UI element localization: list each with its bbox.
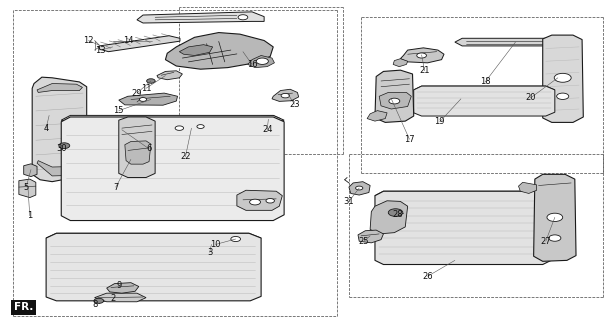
Polygon shape <box>272 89 299 101</box>
Polygon shape <box>37 161 83 176</box>
Text: 23: 23 <box>289 100 300 109</box>
Text: 7: 7 <box>113 183 118 192</box>
Polygon shape <box>414 86 555 94</box>
Circle shape <box>238 15 248 20</box>
Polygon shape <box>100 36 180 52</box>
Text: 18: 18 <box>480 77 490 86</box>
Text: 27: 27 <box>540 237 551 246</box>
Polygon shape <box>248 55 274 68</box>
Polygon shape <box>61 116 284 124</box>
Text: 2: 2 <box>110 294 115 303</box>
Polygon shape <box>358 230 384 243</box>
Text: 3: 3 <box>207 248 212 257</box>
Circle shape <box>175 126 183 130</box>
Text: 19: 19 <box>435 117 445 126</box>
Text: FR.: FR. <box>14 302 33 312</box>
Circle shape <box>94 298 104 303</box>
Text: 5: 5 <box>24 183 29 192</box>
Text: 20: 20 <box>525 93 536 102</box>
Text: 21: 21 <box>419 66 430 75</box>
Text: 15: 15 <box>114 106 124 115</box>
Text: 31: 31 <box>344 197 354 206</box>
Polygon shape <box>393 59 408 67</box>
Polygon shape <box>375 70 414 123</box>
Text: 8: 8 <box>92 300 97 309</box>
Polygon shape <box>119 93 177 105</box>
Text: 16: 16 <box>246 60 257 69</box>
Polygon shape <box>370 201 408 234</box>
Text: 6: 6 <box>146 144 152 153</box>
Polygon shape <box>199 240 225 250</box>
Text: 4: 4 <box>44 124 49 132</box>
Polygon shape <box>46 233 261 242</box>
Circle shape <box>281 93 290 98</box>
Text: 17: 17 <box>404 135 415 144</box>
Text: 14: 14 <box>123 36 133 45</box>
Circle shape <box>389 98 400 104</box>
Circle shape <box>549 235 561 241</box>
Circle shape <box>59 143 70 148</box>
Polygon shape <box>125 141 151 164</box>
Polygon shape <box>543 35 583 123</box>
Polygon shape <box>137 12 264 23</box>
Text: 26: 26 <box>422 272 433 281</box>
Text: 12: 12 <box>83 36 93 45</box>
Polygon shape <box>367 111 387 121</box>
Text: 25: 25 <box>359 237 369 246</box>
Polygon shape <box>349 182 370 195</box>
Circle shape <box>547 213 563 221</box>
Polygon shape <box>46 233 261 301</box>
Polygon shape <box>157 71 182 80</box>
Polygon shape <box>179 45 212 55</box>
Polygon shape <box>379 92 412 109</box>
Polygon shape <box>375 191 553 200</box>
Polygon shape <box>166 33 273 69</box>
Polygon shape <box>414 86 555 116</box>
Polygon shape <box>37 84 83 92</box>
Circle shape <box>388 209 403 216</box>
Polygon shape <box>95 293 146 302</box>
Polygon shape <box>149 119 229 137</box>
Polygon shape <box>119 117 155 178</box>
Text: 9: 9 <box>116 281 121 290</box>
Polygon shape <box>375 191 553 265</box>
Circle shape <box>557 93 569 100</box>
Circle shape <box>147 79 155 83</box>
Text: 13: 13 <box>95 45 106 55</box>
Polygon shape <box>518 182 537 194</box>
Text: 11: 11 <box>141 84 151 93</box>
Text: 22: 22 <box>180 152 191 161</box>
Polygon shape <box>534 174 576 261</box>
Polygon shape <box>401 48 444 63</box>
Polygon shape <box>19 179 36 197</box>
Polygon shape <box>252 116 280 125</box>
Polygon shape <box>61 117 284 220</box>
Polygon shape <box>173 134 194 141</box>
Circle shape <box>554 73 571 82</box>
Text: 28: 28 <box>392 210 402 219</box>
Text: 29: 29 <box>132 89 142 98</box>
Polygon shape <box>24 164 37 177</box>
Polygon shape <box>107 283 139 293</box>
Polygon shape <box>220 234 249 244</box>
Text: 30: 30 <box>56 144 67 153</box>
Polygon shape <box>237 190 282 210</box>
Text: 1: 1 <box>27 211 32 220</box>
Text: 10: 10 <box>211 240 221 249</box>
Circle shape <box>356 186 363 190</box>
Polygon shape <box>32 77 87 182</box>
Circle shape <box>140 98 147 101</box>
Circle shape <box>249 199 260 205</box>
Circle shape <box>417 53 427 58</box>
Circle shape <box>197 124 204 128</box>
Circle shape <box>256 58 268 64</box>
Text: 24: 24 <box>262 125 273 134</box>
Circle shape <box>266 198 274 203</box>
Circle shape <box>231 236 240 242</box>
Polygon shape <box>455 38 575 46</box>
